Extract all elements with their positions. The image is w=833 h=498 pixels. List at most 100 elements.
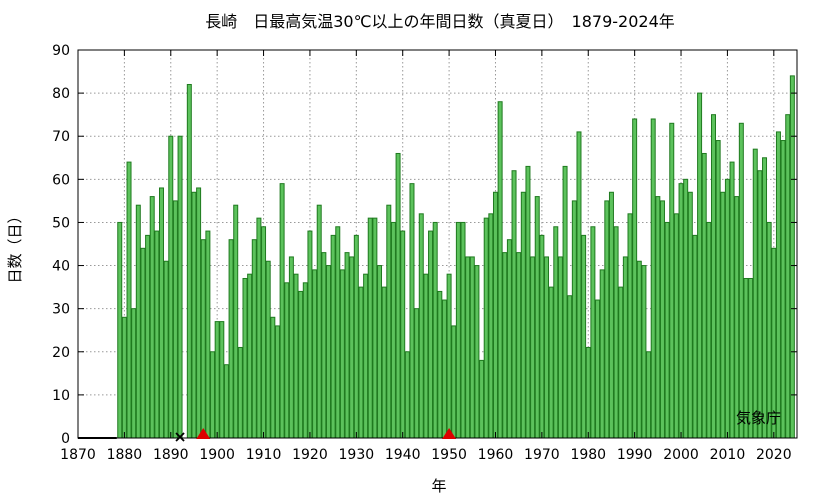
bar [673,213,679,439]
bar [145,234,151,439]
bar [622,256,628,439]
bar [274,325,280,439]
bar [372,217,378,439]
bar [520,191,526,439]
bar [539,234,545,439]
bar [650,118,656,439]
x-tick-label: 2000 [663,447,699,463]
bar [135,204,141,439]
bar [409,183,415,439]
bar [613,226,619,439]
x-tick-label: 1930 [339,447,375,463]
bar [646,351,652,439]
bar [641,265,647,439]
bar [395,152,401,439]
y-tick-label: 20 [52,345,70,361]
bar [312,269,318,439]
y-tick-label: 0 [61,431,70,447]
bar [307,230,313,439]
y-tick-label: 50 [52,215,70,231]
bar [632,118,638,439]
bar [608,191,614,439]
bar [214,321,220,439]
bar [172,200,178,439]
bar [163,260,169,439]
bar [191,191,197,439]
bar [687,191,693,439]
bar [441,299,447,439]
bar [581,234,587,439]
bar [469,256,475,439]
bar [789,75,795,439]
axis-ticks: 0 10 20 30 40 50 60 70 80 90 1870 1880 1890 1900 1910 1… [52,43,797,463]
y-tick-label: 80 [52,86,70,102]
bar [729,161,735,439]
y-tick-label: 90 [52,43,70,59]
bar [377,265,383,439]
bar [423,273,429,439]
bar [298,290,304,439]
bar [293,273,299,439]
y-tick-label: 30 [52,302,70,318]
bar [186,83,192,439]
bar [655,196,661,439]
bar [358,286,364,439]
bar [210,351,216,439]
station-change-marker [196,428,211,439]
x-tick-label: 1970 [524,447,560,463]
bar [247,273,253,439]
x-tick-label: 1950 [431,447,467,463]
bar [256,217,262,439]
bar [766,221,772,439]
bar [534,196,540,439]
bar [511,170,517,439]
bar [492,191,498,439]
bar [590,226,596,439]
chart-title: 長崎 日最高気温30℃以上の年間日数（真夏日） 1879-2024年 [205,12,675,31]
bar [785,114,791,439]
bar [335,226,341,439]
missing-data-marker [175,432,185,442]
bar [557,256,563,439]
bar [279,183,285,439]
bar [530,256,536,439]
bar [506,239,512,439]
bar [432,221,438,439]
bar [126,161,132,439]
grid-lines [78,50,797,438]
bar [270,316,276,439]
bar [585,346,591,439]
bar [265,260,271,439]
bar [159,187,164,439]
bar [446,273,452,439]
bar [344,252,350,439]
bar [576,131,582,439]
bar [544,256,550,439]
bar [701,152,707,439]
bar [451,325,457,439]
bar [460,221,466,439]
x-tick-label: 1880 [107,447,143,463]
bar [237,346,243,439]
bar [149,196,155,439]
bar [465,256,471,439]
bar [678,183,684,439]
bar [121,316,127,439]
bar [414,308,420,439]
bar [288,256,294,439]
bar [775,131,781,439]
bar [233,204,239,439]
bar [404,351,410,439]
x-axis-label: 年 [431,477,446,495]
bar [140,247,146,439]
station-change-marker [442,428,457,439]
bar [720,191,726,439]
bar [548,286,554,439]
bar [390,221,396,439]
bar [636,260,642,439]
bar [154,230,160,439]
bar [664,221,670,439]
bar [251,239,257,439]
bar [381,286,387,439]
bar [780,140,786,439]
